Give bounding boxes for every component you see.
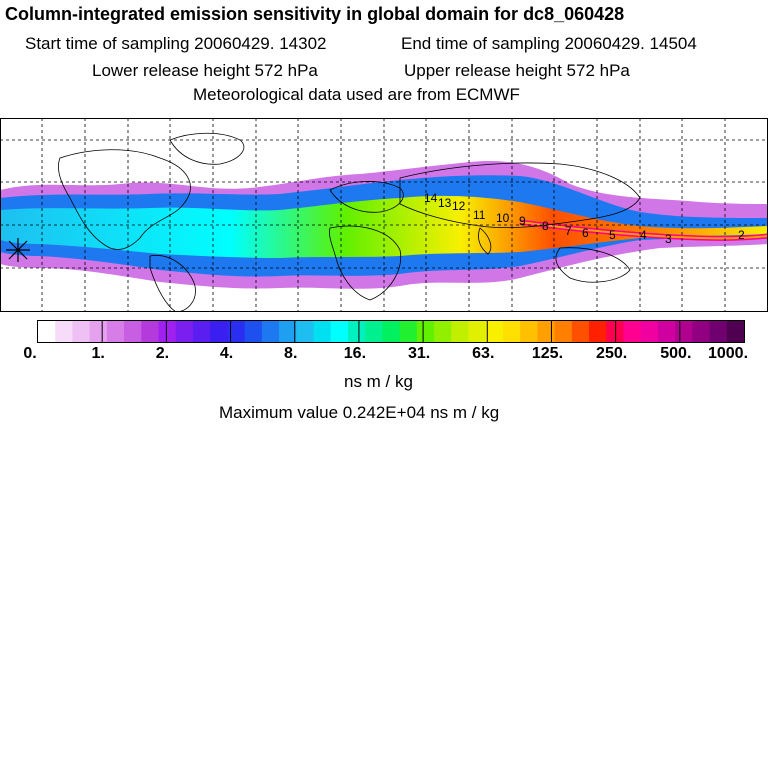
colorbar-cell [124,321,142,342]
plot-title: Column-integrated emission sensitivity i… [5,4,625,24]
colorbar-cell [244,321,263,342]
trajectory-labels: 2 3 4 5 6 7 8 9 10 11 12 13 14 [424,191,745,246]
day-label-13: 13 [438,196,452,210]
colorbar-cell [554,321,573,342]
colorbar-cell [175,321,194,342]
day-label-7: 7 [565,224,572,238]
start-time-label: Start time of sampling 20060429. 14302 [25,34,327,53]
day-label-3: 3 [665,232,672,246]
colorbar-frame [37,320,745,343]
colorbar-units: ns m / kg [344,372,413,391]
colorbar-cell [434,321,452,342]
colorbar-cell [640,321,659,342]
colorbar-cell [296,321,315,342]
colorbar-cell [261,321,280,342]
end-time-label: End time of sampling 20060429. 14504 [401,34,697,53]
colorbar-cell [382,321,401,342]
colorbar-cell [537,321,556,342]
colorbar-cell [468,321,487,342]
day-label-6: 6 [582,226,589,240]
colorbar-tick-label: 8. [284,345,298,362]
colorbar-cell [485,321,504,342]
coastlines [58,132,641,312]
colorbar-cell [399,321,418,342]
colorbar-cells [38,321,745,342]
colorbar-cell [72,321,91,342]
met-data-label: Meteorological data used are from ECMWF [193,85,520,104]
day-label-8: 8 [542,219,549,233]
colorbar-cell [279,321,297,342]
day-label-10: 10 [496,211,510,225]
colorbar-cell [313,321,332,342]
colorbar-cell [709,321,728,342]
colorbar-cell [365,321,383,342]
day-label-11: 11 [473,208,486,222]
colorbar-cell [692,321,711,342]
colorbar-tick-label: 500. [660,345,692,362]
colorbar-cell [675,321,693,342]
colorbar-cell [502,321,521,342]
colorbar-tick-label: 31. [407,345,431,362]
colorbar-cell [106,321,125,342]
colorbar-tick-label: 1000. [707,345,749,362]
lower-release-label: Lower release height 572 hPa [92,61,318,80]
colorbar-tick-label: 63. [472,345,495,362]
colorbar-cell [210,321,229,342]
colorbar-cell [520,321,538,342]
colorbar-cell [657,321,676,342]
colorbar-cell [141,321,160,342]
day-label-14: 14 [424,191,438,205]
latlon-grid [0,118,768,312]
plume-jet-center [519,221,768,240]
day-label-12: 12 [452,199,466,213]
colorbar-tick-label: 125. [531,345,564,362]
upper-release-label: Upper release height 572 hPa [404,61,630,80]
colorbar-cell [330,321,349,342]
colorbar-cell [38,321,56,342]
colorbar-tick-label: 0. [23,345,37,362]
colorbar-cell [451,321,470,342]
colorbar-tick-label: 250. [596,345,628,362]
day-label-5: 5 [609,228,616,242]
day-label-9: 9 [519,214,526,228]
colorbar-cell [726,321,745,342]
max-value-label: Maximum value 0.242E+04 ns m / kg [219,403,500,422]
colorbar [37,320,745,343]
release-point-icon [6,238,30,262]
colorbar-tick-label: 4. [219,345,234,362]
day-label-2: 2 [738,228,745,242]
colorbar-cell [347,321,366,342]
colorbar-cell [623,321,642,342]
colorbar-cell [89,321,108,342]
colorbar-tick-label: 16. [343,345,367,362]
colorbar-dividers [101,321,681,342]
colorbar-cell [192,321,211,342]
colorbar-tick-label: 2. [155,345,170,362]
colorbar-tick-label: 1. [91,345,105,362]
colorbar-cell [416,321,435,342]
colorbar-cell [158,321,177,342]
day-label-4: 4 [640,228,647,242]
colorbar-cell [571,321,590,342]
sensitivity-map: 2 3 4 5 6 7 8 9 10 11 12 13 14 [0,118,768,312]
colorbar-cell [589,321,607,342]
colorbar-cell [55,321,74,342]
colorbar-cell [227,321,246,342]
